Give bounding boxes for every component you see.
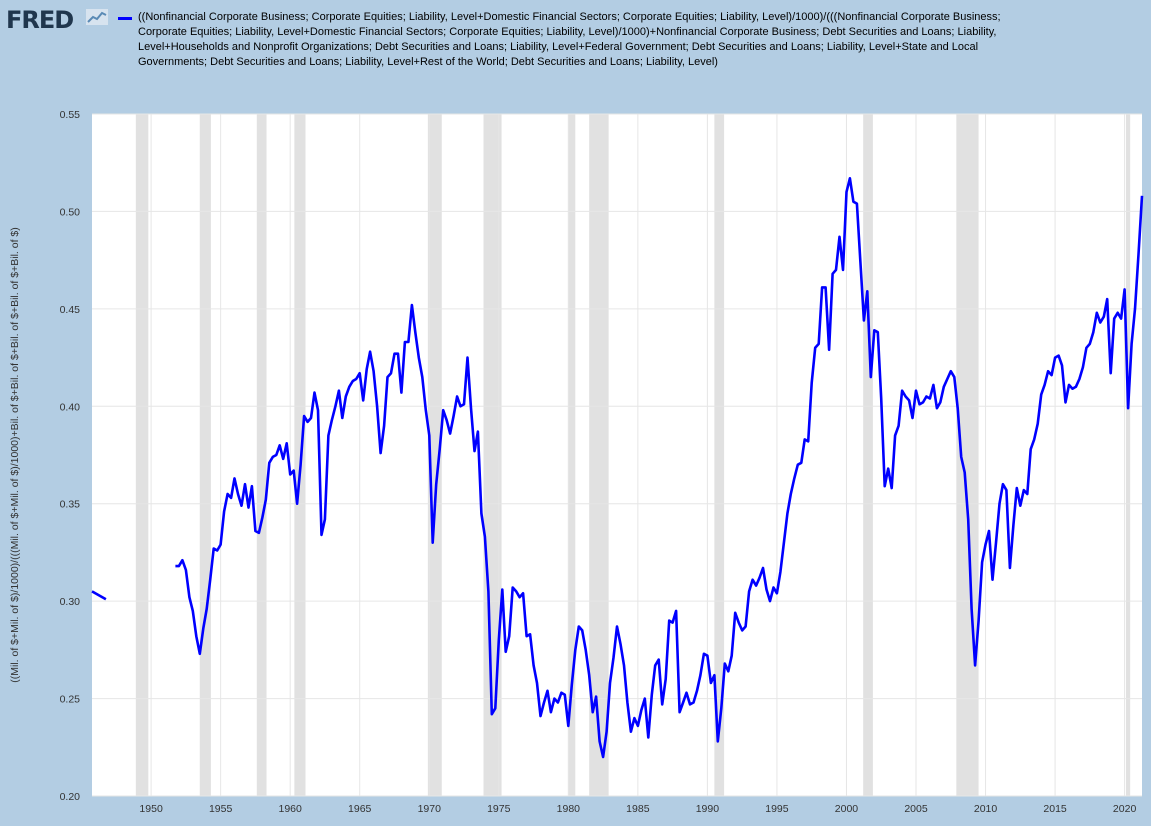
x-tick-label: 1965	[348, 803, 372, 815]
x-tick-label: 2010	[974, 803, 998, 815]
recession-band	[589, 114, 609, 796]
fred-logo[interactable]: FRED	[6, 6, 74, 34]
x-tick-label: 2000	[835, 803, 859, 815]
x-tick-label: 2015	[1043, 803, 1067, 815]
x-tick-label: 1995	[765, 803, 789, 815]
recession-band	[256, 114, 267, 796]
recession-band	[135, 114, 149, 796]
x-tick-label: 1985	[626, 803, 650, 815]
chart-header: FRED ((Nonfinancial Corporate Business; …	[0, 0, 1151, 100]
x-tick-label: 1970	[418, 803, 442, 815]
plot-area	[92, 114, 1142, 796]
recession-band	[427, 114, 442, 796]
recession-band	[956, 114, 979, 796]
x-tick-label: 2005	[904, 803, 928, 815]
y-axis-label: ((Mil. of $+Mil. of $)/1000)/(((Mil. of …	[9, 227, 21, 683]
y-tick-label: 0.50	[60, 206, 81, 218]
y-tick-label: 0.20	[60, 791, 81, 803]
recession-band	[568, 114, 576, 796]
x-tick-label: 1950	[139, 803, 163, 815]
x-tick-label: 1975	[487, 803, 511, 815]
legend-swatch	[118, 17, 132, 20]
x-tick-label: 2020	[1113, 803, 1137, 815]
x-tick-label: 1980	[557, 803, 581, 815]
recession-band	[863, 114, 873, 796]
recession-band	[714, 114, 725, 796]
x-tick-label: 1960	[278, 803, 302, 815]
y-tick-label: 0.30	[60, 596, 81, 608]
recession-band	[1126, 114, 1131, 796]
y-tick-label: 0.35	[60, 499, 81, 511]
recession-band	[483, 114, 502, 796]
recession-band	[199, 114, 211, 796]
chart-line-icon	[86, 9, 108, 25]
x-tick-label: 1990	[696, 803, 720, 815]
x-tick-label: 1955	[209, 803, 233, 815]
series-line	[91, 590, 107, 601]
series-line	[175, 177, 1144, 759]
recession-band	[294, 114, 306, 796]
y-tick-label: 0.40	[60, 401, 81, 413]
y-tick-label: 0.45	[60, 304, 81, 316]
y-tick-label: 0.25	[60, 694, 81, 706]
legend-series-label[interactable]: ((Nonfinancial Corporate Business; Corpo…	[138, 11, 1001, 68]
y-tick-label: 0.55	[60, 109, 81, 121]
